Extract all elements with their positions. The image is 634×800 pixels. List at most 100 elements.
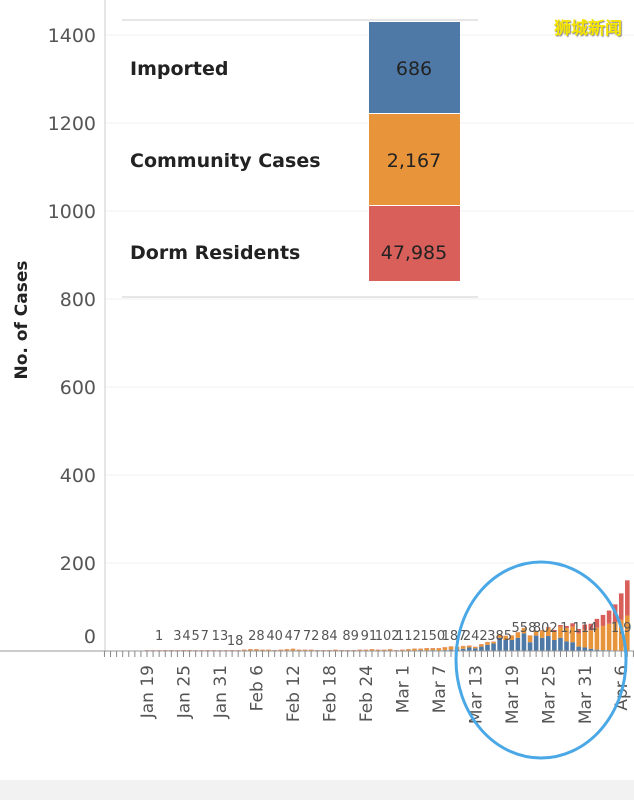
footer-bar: [0, 780, 634, 800]
y-tick-label: 200: [60, 553, 96, 575]
cumulative-label: 7: [201, 629, 209, 644]
y-tick-label: 0: [84, 626, 96, 648]
bar-community-cases: [539, 630, 545, 638]
x-tick-label: Mar 1: [393, 665, 413, 713]
bar-community-cases: [594, 627, 600, 650]
bar-dorm-residents: [582, 624, 588, 630]
bar-community-cases: [545, 628, 551, 637]
bar-community-cases: [296, 649, 302, 651]
cumulative-label: 802: [533, 621, 558, 636]
y-tick-label: 1200: [48, 113, 96, 135]
cumulative-label: 102: [375, 629, 400, 644]
bar-community-cases: [612, 621, 618, 651]
y-axis-title: No. of Cases: [12, 261, 32, 380]
bar-community-cases: [387, 649, 393, 651]
bar-community-cases: [527, 635, 533, 643]
x-tick-label: Jan 25: [174, 665, 194, 719]
legend: Imported 686 Community Cases 2,167 Dorm Resi…: [122, 19, 478, 298]
bar-imported: [503, 640, 509, 651]
bar-imported: [466, 647, 472, 651]
bar-community-cases: [284, 649, 290, 651]
bar-community-cases: [576, 633, 581, 647]
bar-imported: [521, 633, 527, 651]
bar-community-cases: [588, 630, 594, 649]
legend-label: Imported: [130, 58, 228, 80]
bar-community-cases: [606, 623, 612, 651]
bar-imported: [588, 648, 594, 651]
bar-community-cases: [466, 645, 472, 648]
bar-imported: [582, 647, 588, 651]
cumulative-label: 558: [512, 621, 537, 636]
y-tick-label: 600: [60, 377, 96, 399]
bar-community-cases: [448, 646, 454, 650]
cumulative-label: 5: [191, 629, 199, 644]
bar-community-cases: [290, 648, 296, 651]
x-tick-label: Feb 12: [284, 665, 304, 722]
legend-label: Dorm Residents: [130, 242, 300, 264]
bar-dorm-residents: [618, 593, 624, 620]
bar-community-cases: [497, 634, 502, 638]
bar-community-cases: [515, 632, 521, 638]
bar-imported: [473, 648, 478, 651]
bar-dorm-residents: [625, 580, 630, 616]
bar-community-cases: [491, 641, 496, 644]
bar-community-cases: [278, 649, 284, 651]
bar-community-cases: [430, 648, 436, 651]
bar-community-cases: [266, 649, 271, 651]
x-tick-label: Mar 25: [539, 665, 559, 724]
bar-imported: [509, 640, 515, 651]
cumulative-label: 28: [248, 629, 265, 644]
bar-community-cases: [333, 649, 338, 651]
cumulative-label: 3: [173, 629, 181, 644]
watermark: 狮城新闻: [554, 19, 622, 39]
bar-community-cases: [369, 649, 375, 651]
bar-community-cases: [618, 619, 624, 651]
bar-imported: [533, 635, 539, 651]
bar-dorm-residents: [606, 610, 612, 624]
y-tick-label: 800: [60, 289, 96, 311]
bar-community-cases: [485, 642, 490, 645]
x-tick-label: Jan 31: [211, 665, 231, 719]
bar-community-cases: [418, 648, 423, 651]
y-tick-label: 1400: [48, 25, 96, 47]
cumulative-label: 84: [321, 629, 338, 644]
x-tick-label: Mar 19: [503, 665, 523, 724]
bar-community-cases: [400, 649, 405, 651]
bar-imported: [558, 637, 563, 651]
bar-community-cases: [521, 628, 527, 634]
bar-imported: [491, 643, 496, 651]
bar-imported: [552, 640, 557, 651]
bar-community-cases: [479, 644, 484, 647]
legend-value: 2,167: [387, 150, 441, 172]
bar-community-cases: [260, 649, 265, 651]
bar-community-cases: [442, 647, 448, 651]
bar-community-cases: [308, 649, 314, 651]
bar-imported: [485, 644, 490, 651]
x-tick-label: Mar 31: [576, 665, 596, 724]
bar-dorm-residents: [588, 623, 594, 631]
x-tick-label: Jan 19: [138, 665, 158, 719]
y-tick-label: 1000: [48, 201, 96, 223]
cumulative-label: 1: [155, 629, 163, 644]
bar-community-cases: [363, 649, 369, 651]
x-tick-label: Feb 24: [357, 665, 377, 722]
legend-label: Community Cases: [130, 150, 321, 172]
bar-imported: [448, 649, 454, 651]
cumulative-label: 4: [182, 629, 190, 644]
cumulative-label: 112: [396, 629, 421, 644]
bar-dorm-residents: [576, 629, 581, 634]
legend-value: 686: [396, 58, 432, 80]
bar-community-cases: [424, 648, 429, 651]
cumulative-label: 89: [342, 629, 359, 644]
x-tick-label: Mar 13: [466, 665, 486, 724]
highlight-ellipse: [454, 560, 628, 760]
bar-community-cases: [570, 626, 575, 643]
bar-imported: [479, 646, 484, 651]
x-tick-label: Feb 6: [247, 665, 267, 711]
bar-community-cases: [600, 625, 606, 651]
y-tick-label: 400: [60, 465, 96, 487]
cumulative-label: 242: [463, 629, 488, 644]
bar-community-cases: [473, 647, 478, 649]
bar-community-cases: [406, 649, 411, 651]
bar-imported: [460, 648, 466, 651]
